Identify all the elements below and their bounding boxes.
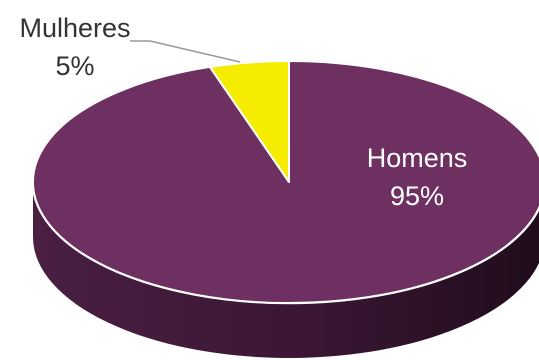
label-mulheres-value: 5% xyxy=(55,51,94,81)
mulheres-leader-line xyxy=(130,40,241,63)
label-homens-value: 95% xyxy=(390,181,444,211)
pie-slice-mulheres xyxy=(208,60,290,183)
pie-side-wall xyxy=(33,182,539,358)
label-homens-name: Homens xyxy=(367,143,468,173)
label-mulheres-name: Mulheres xyxy=(19,13,130,43)
pie-slice-homens xyxy=(32,60,539,304)
